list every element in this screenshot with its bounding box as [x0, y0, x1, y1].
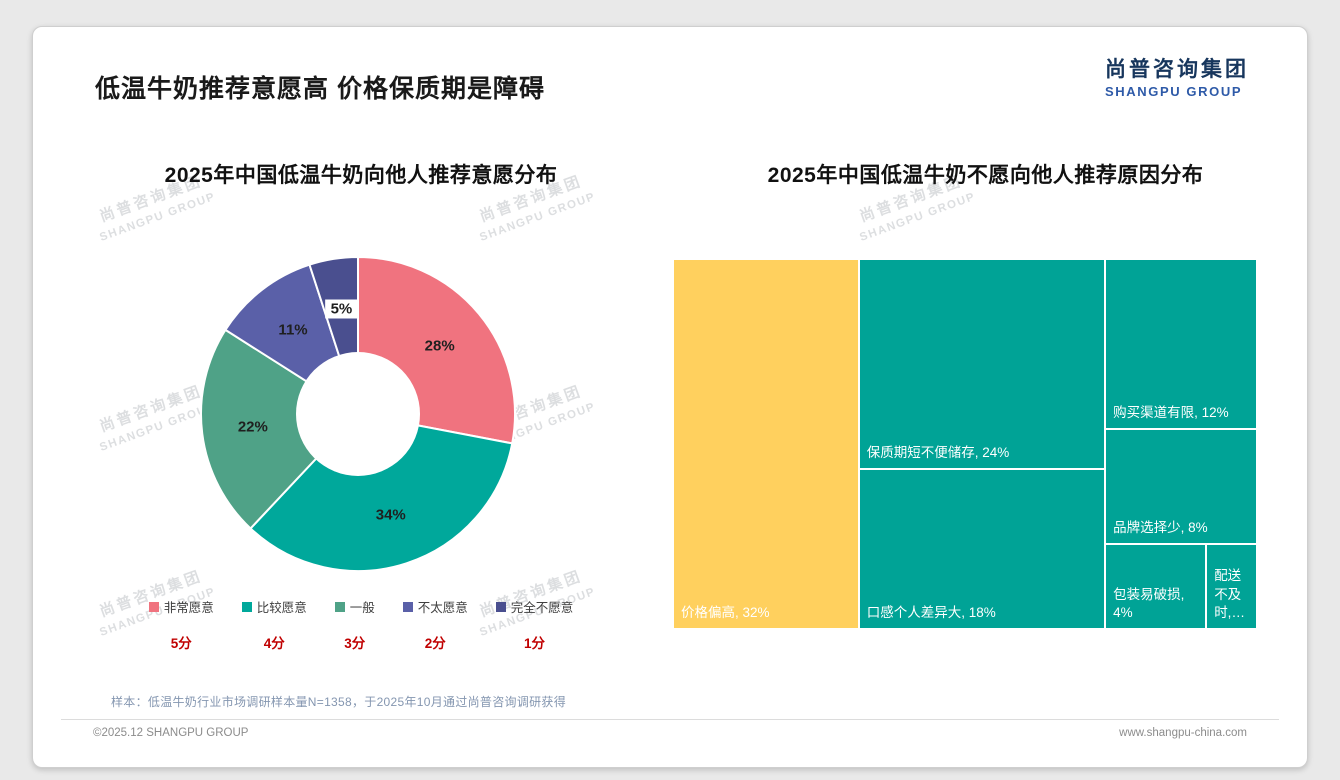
legend-swatch	[495, 601, 506, 612]
treemap-cell-label: 品牌选择少, 8%	[1113, 519, 1208, 535]
treemap-chart: 价格偏高, 32% 保质期短不便储存, 24% 口感个人差异大, 18% 购买渠…	[673, 259, 1257, 629]
legend-item: 非常愿意 5分	[148, 597, 214, 652]
score-label: 4分	[263, 636, 285, 651]
treemap-cell-label: 口感个人差异大, 18%	[866, 604, 996, 620]
treemap-cell-label: 包装易破损, 4%	[1113, 586, 1185, 620]
page-title: 低温牛奶推荐意愿高 价格保质期是障碍	[95, 75, 545, 103]
donut-value-label: 5%	[325, 299, 358, 319]
treemap-cell: 购买渠道有限, 12%	[1105, 259, 1257, 430]
legend-item: 比较愿意 4分	[241, 597, 307, 652]
donut-value-label: 22%	[237, 418, 268, 436]
treemap-cell: 包装易破损, 4%	[1105, 543, 1207, 629]
legend-item: 完全不愿意 1分	[495, 597, 574, 652]
company-logo: 尚普咨询集团 SHANGPU GROUP	[1105, 53, 1249, 99]
legend-swatch	[241, 601, 252, 612]
donut-value-label: 11%	[278, 321, 308, 339]
legend-swatch	[402, 601, 413, 612]
legend-label: 一般	[349, 601, 375, 615]
donut-value-label: 34%	[375, 506, 406, 524]
donut-legend: 非常愿意 5分 比较愿意 4分 一般 3分 不太愿意 2分 完全不愿意 1分	[73, 597, 649, 652]
treemap-cell-label: 价格偏高, 32%	[681, 604, 770, 620]
footer-divider	[61, 719, 1279, 720]
score-label: 2分	[424, 636, 446, 651]
treemap-cell: 配送不及时,…	[1206, 543, 1257, 629]
treemap-cell: 价格偏高, 32%	[673, 259, 859, 629]
legend-label: 完全不愿意	[510, 601, 574, 615]
company-logo-cn: 尚普咨询集团	[1105, 58, 1249, 81]
legend-label: 非常愿意	[163, 601, 214, 615]
donut-chart: 28% 34% 22% 11% 5%	[193, 249, 523, 579]
legend-item: 一般 3分	[334, 597, 375, 652]
treemap-cell: 保质期短不便储存, 24%	[858, 259, 1106, 470]
donut-svg	[200, 255, 516, 572]
treemap-cell-label: 购买渠道有限, 12%	[1113, 404, 1229, 420]
company-logo-en: SHANGPU GROUP	[1105, 84, 1243, 99]
footer: ©2025.12 SHANGPU GROUP www.shangpu-china…	[93, 727, 1247, 739]
footer-copyright: ©2025.12 SHANGPU GROUP	[93, 727, 249, 739]
legend-label: 不太愿意	[417, 601, 468, 615]
legend-label: 比较愿意	[256, 601, 307, 615]
treemap-cell: 品牌选择少, 8%	[1105, 429, 1257, 544]
treemap-cell-label: 保质期短不便储存, 24%	[866, 444, 1010, 460]
donut-value-label: 28%	[424, 337, 455, 355]
donut-slice	[200, 328, 360, 530]
score-label: 3分	[344, 636, 366, 651]
treemap-cell-label: 配送不及时,…	[1214, 568, 1245, 620]
donut-chart-title: 2025年中国低温牛奶向他人推荐意愿分布	[164, 164, 558, 187]
treemap-chart-title: 2025年中国低温牛奶不愿向他人推荐原因分布	[767, 164, 1204, 187]
slide: 尚普咨询集团 SHANGPU GROUP 尚普咨询集团 SHANGPU GROUP …	[32, 26, 1308, 768]
legend-swatch	[334, 601, 345, 612]
legend-swatch	[148, 601, 159, 612]
footer-website: www.shangpu-china.com	[1119, 727, 1247, 739]
legend-item: 不太愿意 2分	[402, 597, 468, 652]
donut-slice	[249, 412, 514, 572]
sample-note: 样本：低温牛奶行业市场调研样本量N=1358，于2025年10月通过尚普咨询调研…	[111, 695, 567, 709]
treemap-cell: 口感个人差异大, 18%	[858, 469, 1106, 629]
score-label: 5分	[170, 636, 192, 651]
score-label: 1分	[524, 636, 546, 651]
donut-hole	[296, 352, 420, 476]
